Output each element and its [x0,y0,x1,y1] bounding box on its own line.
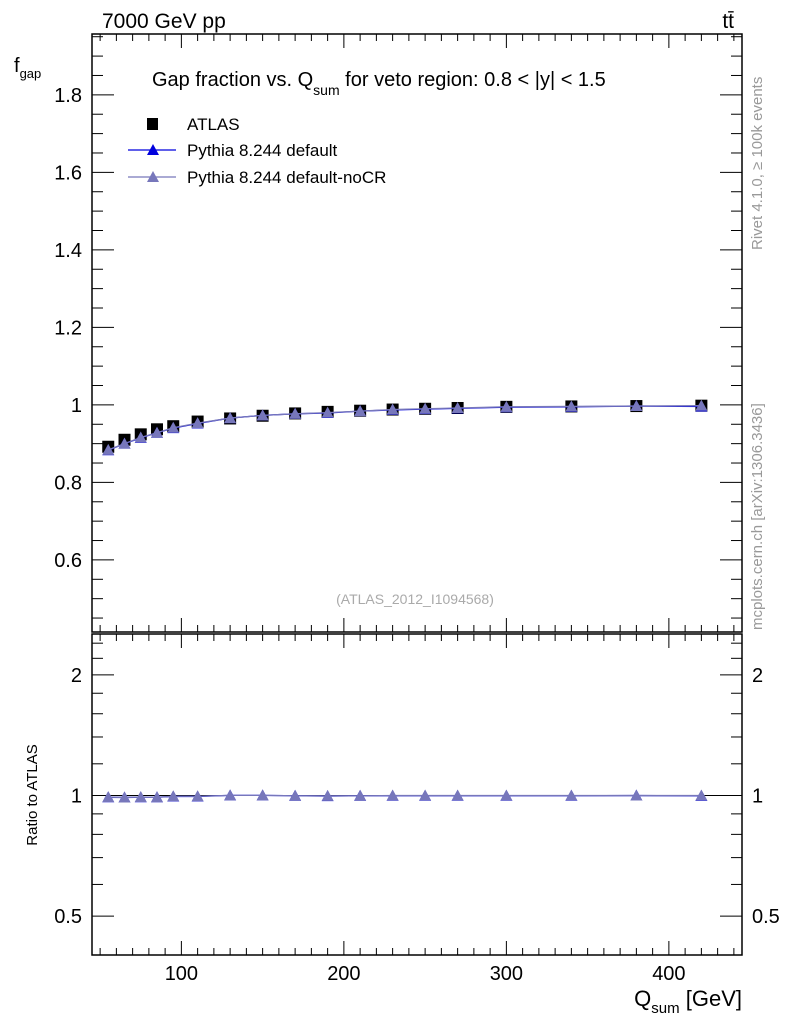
mc-point-2 [151,426,163,438]
mc-point-2 [289,407,302,419]
rivet-label: Rivet 4.1.0, ≥ 100k events [749,77,766,250]
ratio-point-2 [630,789,643,801]
mc-point-2 [191,417,204,429]
x-tick-label: 200 [327,963,360,985]
mc-point-2 [630,400,643,412]
ratio-point-2 [134,791,147,803]
ratio-point-2 [118,791,131,803]
ratio-y-tick-label-right: 1 [752,786,763,808]
ratio-point-2 [419,789,432,801]
ratio-point-2 [695,789,708,801]
ratio-point-2 [386,789,399,801]
mc-point-2 [167,421,180,433]
mc-point-2 [565,400,578,412]
legend-marker [147,171,159,182]
ratio-point-2 [500,789,513,801]
main-frame [91,33,743,633]
header-left: 7000 GeV pp [102,10,226,33]
ratio-point-2 [151,791,163,803]
ratio-point-2 [167,790,180,802]
mc-point-2 [695,399,708,411]
x-tick-label: 300 [490,963,523,985]
ratio-y-tick-label: 2 [71,665,82,687]
mc-point-2 [224,412,237,424]
y-tick-label: 1.8 [54,85,82,107]
ratio-point-2 [256,789,269,801]
analysis-watermark: (ATLAS_2012_I1094568) [336,591,494,607]
mcplots-label: mcplots.cern.ch [arXiv:1306.3436] [749,403,766,630]
ratio-y-tick-label: 1 [71,786,82,808]
x-axis-label: Qsum [GeV] [634,986,742,1017]
plot-title: Gap fraction vs. Qsum for veto region: 0… [152,69,606,98]
mc-point-2 [419,402,432,414]
x-tick-label: 400 [652,963,685,985]
ratio-frame [91,633,743,956]
ratio-y-label: Ratio to ATLAS [24,744,41,845]
ratio-point-2 [565,789,578,801]
y-tick-label: 1.4 [54,240,82,262]
ratio-point-2 [451,789,464,801]
legend-marker [147,144,159,155]
ratio-point-2 [102,791,115,803]
mc-point-2 [321,406,334,418]
y-tick-label: 1 [71,395,82,417]
y-axis-label: fgap [14,55,41,81]
ratio-y-tick-label-right: 0.5 [752,906,780,928]
y-tick-label: 0.6 [54,550,82,572]
ratio-point-2 [354,789,367,801]
mc-point-2 [256,409,269,421]
legend-label: Pythia 8.244 default [187,141,338,160]
header-right: tt̄ [722,10,734,33]
mc-point-2 [354,405,367,417]
ratio-point-2 [321,789,334,801]
mc-point-2 [118,437,131,449]
mc-point-2 [451,401,464,413]
mc-point-2 [386,403,399,415]
mc-point-2 [102,443,115,455]
y-tick-label: 0.8 [54,472,82,494]
ratio-y-tick-label: 0.5 [54,906,82,928]
ratio-point-2 [289,789,302,801]
mc-point-2 [500,400,513,412]
y-tick-label: 1.6 [54,162,82,184]
y-tick-label: 1.2 [54,317,82,339]
ratio-point-2 [224,789,237,801]
x-tick-label: 100 [165,963,198,985]
legend-label: Pythia 8.244 default-noCR [187,168,386,187]
legend-label: ATLAS [187,115,240,134]
mc-point-2 [134,431,147,443]
legend-marker [147,118,158,130]
ratio-point-2 [191,790,204,802]
ratio-y-tick-label-right: 2 [752,665,763,687]
